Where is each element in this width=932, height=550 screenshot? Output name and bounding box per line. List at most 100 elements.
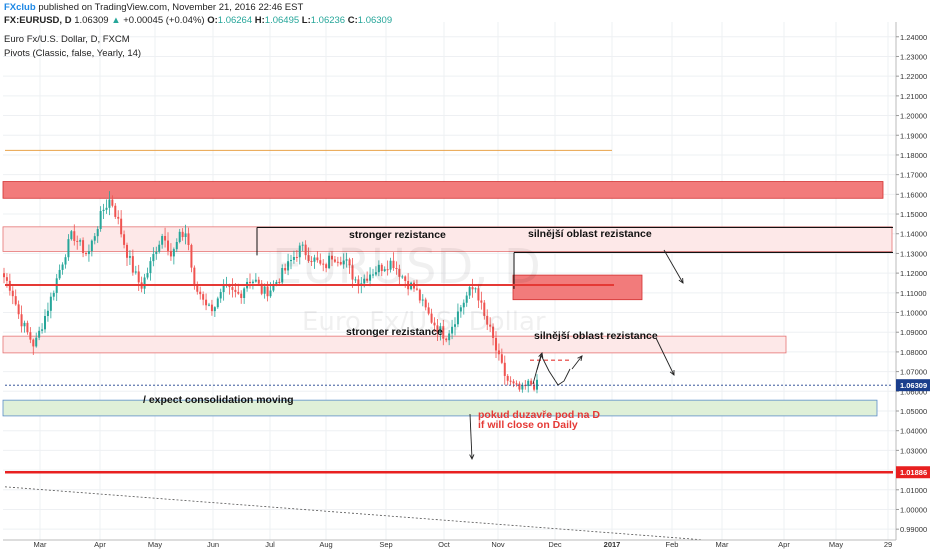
close-below-label-en: if will close on Daily <box>478 419 578 431</box>
candle-body <box>102 209 105 212</box>
candle-body <box>17 304 20 315</box>
candle-body <box>216 298 219 308</box>
price-tick-label: 1.12000 <box>900 269 927 278</box>
last-price-tag <box>896 379 930 392</box>
candle-body <box>383 269 386 272</box>
price-tick-label: 1.08000 <box>900 348 927 357</box>
candle-body <box>70 231 73 240</box>
candle-body <box>134 271 137 273</box>
candlestick-series <box>3 191 538 394</box>
candle-body <box>503 362 506 376</box>
last-price: 1.06309 <box>74 15 109 26</box>
candle-body <box>266 286 269 297</box>
last-price-tag-label: 1.06309 <box>900 381 927 390</box>
candle-body <box>398 268 401 277</box>
candle-body <box>480 300 483 303</box>
level-price-tag-label: 1.01886 <box>900 468 927 477</box>
candle-body <box>533 384 536 390</box>
candle-body <box>3 273 5 278</box>
candle-body <box>14 296 17 305</box>
price-tick-label: 1.01000 <box>900 486 927 495</box>
candle-body <box>489 324 492 327</box>
candle-body <box>249 281 251 284</box>
price-tick-label: 1.05000 <box>900 407 927 416</box>
candle-body <box>430 313 433 323</box>
candle-body <box>114 205 117 217</box>
candle-body <box>257 279 260 284</box>
candle-body <box>348 259 351 266</box>
candle-body <box>298 245 301 258</box>
candle-body <box>178 231 181 242</box>
candle-body <box>536 379 538 390</box>
up-arrow-icon: ▲ <box>111 15 121 26</box>
publish-info: published on TradingView.com, November 2… <box>38 2 304 13</box>
high-label: H: <box>254 15 265 26</box>
brand-link[interactable]: FXclub <box>4 2 36 13</box>
candle-body <box>237 291 240 294</box>
candle-body <box>319 260 322 264</box>
candle-body <box>29 332 32 340</box>
price-change: +0.00045 (+0.04%) <box>123 15 205 26</box>
candle-body <box>240 293 243 298</box>
trend-line-dotted <box>4 486 706 541</box>
candle-body <box>143 277 146 289</box>
annotation-lines <box>4 149 893 541</box>
candle-body <box>181 231 184 238</box>
candle-body <box>190 244 193 268</box>
candle-body <box>20 314 23 327</box>
candle-body <box>404 276 407 281</box>
symbol-label: FX:EURUSD, D <box>4 15 72 26</box>
candle-body <box>49 296 52 311</box>
candle-body <box>41 329 44 331</box>
candle-body <box>284 267 287 271</box>
candle-body <box>442 326 445 339</box>
time-tick-label: Nov <box>491 540 505 549</box>
price-tick-label: 1.20000 <box>900 112 927 121</box>
price-tick-label: 1.09000 <box>900 328 927 337</box>
candle-body <box>477 288 480 301</box>
candle-body <box>497 350 500 355</box>
candle-body <box>126 244 128 258</box>
candle-body <box>117 216 120 219</box>
candle-body <box>454 324 456 327</box>
time-tick-label: Apr <box>778 540 790 549</box>
projected-path <box>532 353 571 386</box>
candle-body <box>137 271 140 283</box>
candle-body <box>275 281 278 285</box>
candle-body <box>202 294 205 300</box>
candle-body <box>374 272 377 275</box>
candle-body <box>44 316 46 330</box>
time-tick-label: May <box>148 540 162 549</box>
candle-body <box>290 259 292 262</box>
candle-body <box>11 290 14 297</box>
resistance-box-small <box>512 274 643 301</box>
indicator-title[interactable]: Pivots (Classic, false, Yearly, 14) <box>4 48 142 59</box>
candle-body <box>23 322 26 327</box>
time-axis: Mar Apr May Jun Jul Aug Sep Oct Nov Dec 2017 Feb Mar… <box>3 539 896 549</box>
candle-body <box>82 240 85 254</box>
candle-body <box>433 322 436 326</box>
stronger-rezistance-label-1: stronger rezistance <box>349 229 446 241</box>
candle-body <box>96 228 99 237</box>
price-tick-label: 1.03000 <box>900 446 927 455</box>
candle-body <box>281 267 284 283</box>
price-tick-label: 1.10000 <box>900 309 927 318</box>
candle-body <box>167 240 169 251</box>
price-tick-label: 1.18000 <box>900 151 927 160</box>
candle-body <box>251 281 254 284</box>
close-below-label-cz: pokud duzavře pod na D <box>478 409 600 421</box>
candle-body <box>120 218 123 235</box>
candle-body <box>515 383 518 385</box>
candle-body <box>105 207 108 210</box>
candle-body <box>99 211 102 229</box>
candle-body <box>128 256 131 258</box>
candle-body <box>357 279 360 286</box>
time-tick-label: Jul <box>265 540 275 549</box>
price-tick-label: 0.99000 <box>900 525 927 534</box>
candle-body <box>345 259 348 261</box>
candle-body <box>295 256 298 258</box>
candle-body <box>234 289 237 292</box>
instrument-title: Euro Fx/U.S. Dollar, D, FXCM <box>4 34 130 45</box>
candle-body <box>155 251 158 255</box>
